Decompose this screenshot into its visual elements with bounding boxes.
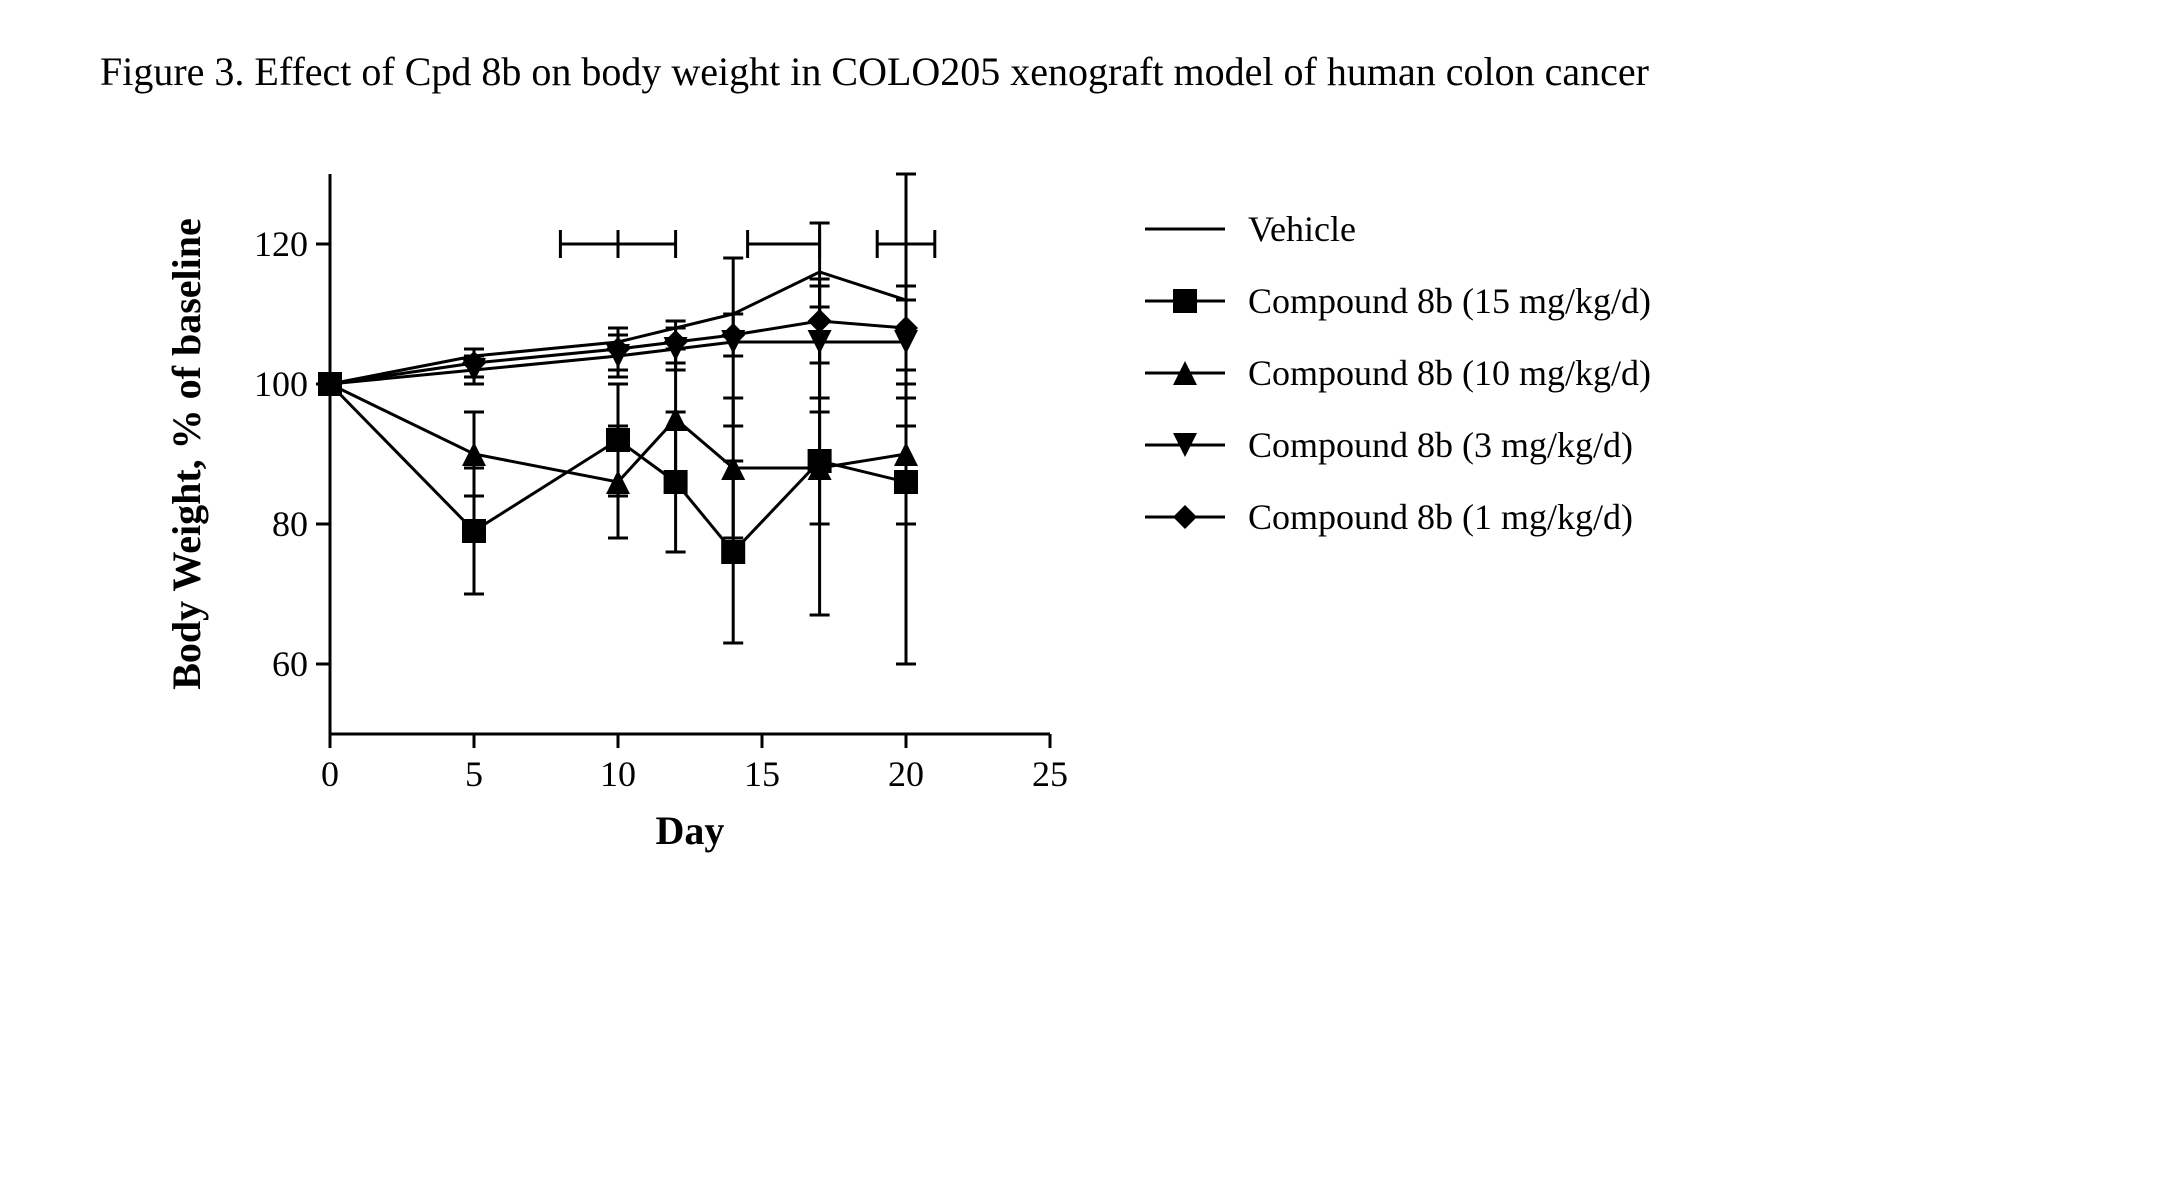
legend-label: Vehicle bbox=[1248, 208, 1356, 250]
figure-area: 60 80 100 120 0 5 10 15 20 25 Day Body Weight, % of… bbox=[100, 164, 2000, 964]
legend-marker-icon bbox=[1140, 425, 1230, 465]
legend-item: Vehicle bbox=[1140, 204, 1651, 254]
body-weight-chart: 60 80 100 120 0 5 10 15 20 25 Day Body Weight, % of… bbox=[100, 164, 1100, 924]
figure-caption: Figure 3. Effect of Cpd 8b on body weigh… bbox=[100, 40, 1900, 104]
svg-text:10: 10 bbox=[600, 754, 636, 794]
legend-label: Compound 8b (10 mg/kg/d) bbox=[1248, 352, 1651, 394]
legend-marker-icon bbox=[1140, 497, 1230, 537]
svg-text:Day: Day bbox=[656, 808, 725, 853]
svg-text:0: 0 bbox=[321, 754, 339, 794]
svg-text:20: 20 bbox=[888, 754, 924, 794]
legend-item: Compound 8b (3 mg/kg/d) bbox=[1140, 420, 1651, 470]
legend-marker-icon bbox=[1140, 209, 1230, 249]
legend-label: Compound 8b (15 mg/kg/d) bbox=[1248, 280, 1651, 322]
legend-marker-icon bbox=[1140, 353, 1230, 393]
svg-text:Body Weight, % of baseline: Body Weight, % of baseline bbox=[164, 218, 209, 690]
legend-item: Compound 8b (10 mg/kg/d) bbox=[1140, 348, 1651, 398]
legend-item: Compound 8b (15 mg/kg/d) bbox=[1140, 276, 1651, 326]
page: Figure 3. Effect of Cpd 8b on body weigh… bbox=[0, 0, 2163, 1182]
legend-item: Compound 8b (1 mg/kg/d) bbox=[1140, 492, 1651, 542]
svg-text:80: 80 bbox=[272, 504, 308, 544]
svg-text:100: 100 bbox=[254, 364, 308, 404]
legend-marker-icon bbox=[1140, 281, 1230, 321]
svg-text:120: 120 bbox=[254, 224, 308, 264]
svg-text:15: 15 bbox=[744, 754, 780, 794]
svg-text:5: 5 bbox=[465, 754, 483, 794]
svg-text:60: 60 bbox=[272, 644, 308, 684]
legend-label: Compound 8b (1 mg/kg/d) bbox=[1248, 496, 1633, 538]
chart-legend: Vehicle Compound 8b (15 mg/kg/d) Compound … bbox=[1140, 204, 1651, 564]
legend-label: Compound 8b (3 mg/kg/d) bbox=[1248, 424, 1633, 466]
svg-text:25: 25 bbox=[1032, 754, 1068, 794]
